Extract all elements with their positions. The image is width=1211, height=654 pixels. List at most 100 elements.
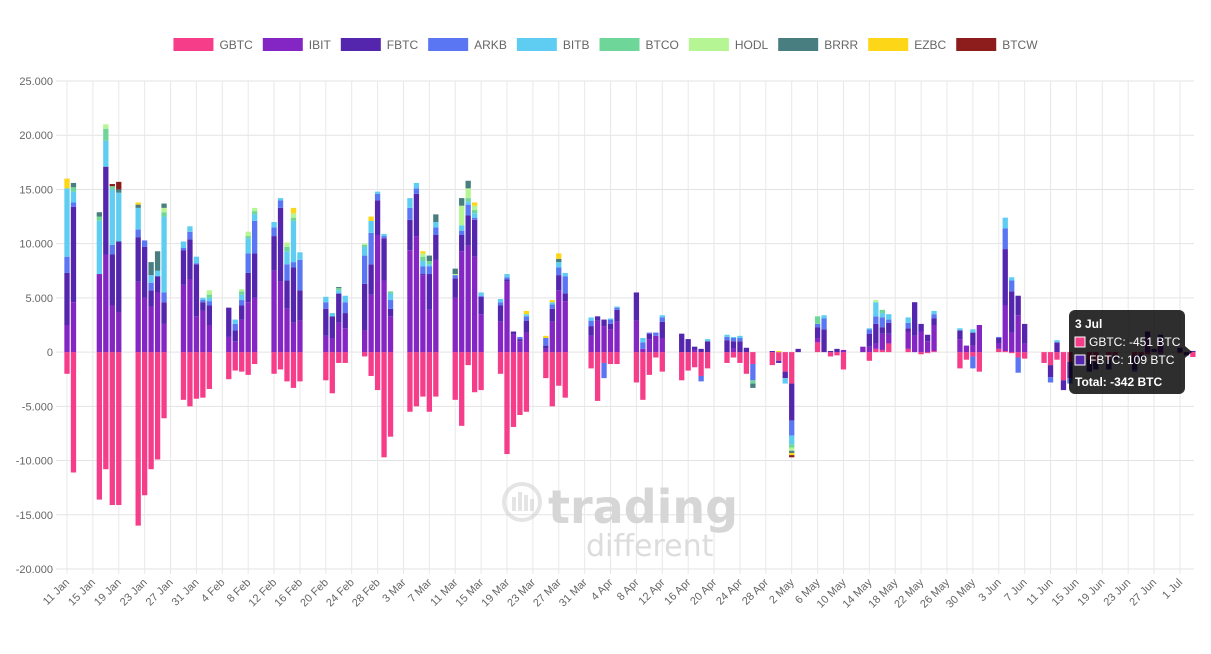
- bar-ezbc[interactable]: [368, 216, 374, 221]
- bar-arkb[interactable]: [821, 318, 827, 330]
- bar-ezbc[interactable]: [64, 178, 70, 189]
- bar-gbtc[interactable]: [724, 352, 730, 363]
- bar-fbtc[interactable]: [918, 323, 924, 332]
- legend-swatch-btcw[interactable]: [956, 38, 997, 51]
- bar-brrr[interactable]: [336, 287, 342, 289]
- bar-btco[interactable]: [471, 210, 478, 214]
- bar-ibit[interactable]: [601, 326, 607, 353]
- bar-fbtc[interactable]: [679, 333, 685, 353]
- bar-fbtc[interactable]: [381, 238, 387, 281]
- bar-bitb[interactable]: [640, 338, 646, 343]
- bar-arkb[interactable]: [1047, 377, 1054, 383]
- bar-arkb[interactable]: [996, 336, 1002, 339]
- bar-gbtc[interactable]: [976, 352, 983, 372]
- bar-arkb[interactable]: [407, 207, 413, 220]
- bar-fbtc[interactable]: [743, 347, 750, 353]
- bar-ibit[interactable]: [478, 314, 484, 353]
- bar-ibit[interactable]: [905, 331, 911, 349]
- bar-hodl[interactable]: [361, 243, 368, 245]
- bar-brrr[interactable]: [789, 450, 795, 453]
- bar-ibit[interactable]: [459, 251, 465, 353]
- bar-bitb[interactable]: [873, 302, 879, 317]
- bar-gbtc[interactable]: [782, 352, 788, 372]
- bar-gbtc[interactable]: [640, 352, 646, 400]
- bar-brrr[interactable]: [116, 189, 122, 193]
- bar-brrr[interactable]: [148, 262, 154, 276]
- bar-fbtc[interactable]: [70, 206, 77, 303]
- legend-swatch-ezbc[interactable]: [868, 38, 909, 51]
- bar-gbtc[interactable]: [685, 352, 691, 371]
- bar-ibit[interactable]: [193, 316, 200, 353]
- bar-gbtc[interactable]: [116, 352, 122, 506]
- bar-arkb[interactable]: [601, 362, 607, 379]
- bar-fbtc[interactable]: [1021, 323, 1028, 344]
- bar-fbtc[interactable]: [109, 254, 115, 306]
- bar-gbtc[interactable]: [556, 352, 562, 386]
- bar-bitb[interactable]: [1054, 340, 1060, 343]
- bar-gbtc[interactable]: [1015, 352, 1021, 358]
- bar-btcw[interactable]: [109, 184, 115, 187]
- bar-fbtc[interactable]: [1015, 295, 1021, 316]
- bar-ezbc[interactable]: [789, 452, 795, 456]
- bar-gbtc[interactable]: [297, 352, 303, 382]
- bar-bitb[interactable]: [433, 221, 439, 228]
- legend-label-bitb[interactable]: BITB: [563, 38, 590, 52]
- bar-brrr[interactable]: [426, 255, 433, 262]
- bar-bitb[interactable]: [290, 220, 297, 263]
- bar-ibit[interactable]: [866, 346, 873, 353]
- bar-gbtc[interactable]: [70, 352, 77, 473]
- bar-bitb[interactable]: [471, 213, 478, 218]
- bar-arkb[interactable]: [426, 266, 433, 275]
- bar-arkb[interactable]: [879, 317, 885, 328]
- bar-ibit[interactable]: [154, 292, 161, 353]
- bar-ibit[interactable]: [691, 349, 698, 353]
- bar-bitb[interactable]: [116, 192, 122, 242]
- bar-bitb[interactable]: [782, 378, 788, 384]
- bar-bitb[interactable]: [497, 298, 504, 303]
- bar-fbtc[interactable]: [698, 348, 704, 353]
- bar-hodl[interactable]: [239, 289, 245, 292]
- bar-arkb[interactable]: [297, 259, 303, 291]
- bar-fbtc[interactable]: [549, 308, 555, 322]
- legend-swatch-hodl[interactable]: [688, 38, 729, 51]
- bar-gbtc[interactable]: [413, 352, 420, 407]
- bar-fbtc[interactable]: [271, 236, 277, 271]
- bar-gbtc[interactable]: [329, 352, 335, 394]
- bar-arkb[interactable]: [187, 231, 193, 240]
- bar-fbtc[interactable]: [510, 331, 517, 335]
- bar-ezbc[interactable]: [549, 300, 555, 303]
- bar-gbtc[interactable]: [374, 352, 381, 391]
- bar-fbtc[interactable]: [543, 345, 549, 349]
- bar-ibit[interactable]: [342, 328, 348, 353]
- bar-ibit[interactable]: [452, 297, 458, 353]
- bar-fbtc[interactable]: [245, 272, 251, 303]
- bar-gbtc[interactable]: [931, 351, 937, 353]
- bar-btco[interactable]: [161, 212, 167, 217]
- bar-hodl[interactable]: [873, 300, 879, 303]
- bar-arkb[interactable]: [556, 267, 562, 276]
- bar-gbtc[interactable]: [970, 352, 976, 357]
- bar-ibit[interactable]: [239, 319, 245, 353]
- bar-bitb[interactable]: [957, 328, 963, 331]
- bar-fbtc[interactable]: [239, 305, 245, 320]
- bar-gbtc[interactable]: [769, 352, 775, 366]
- bar-btco[interactable]: [361, 244, 368, 247]
- bar-gbtc[interactable]: [905, 348, 911, 353]
- bar-arkb[interactable]: [452, 275, 458, 279]
- bar-hodl[interactable]: [459, 205, 465, 226]
- bar-ibit[interactable]: [116, 311, 122, 353]
- bar-btco[interactable]: [251, 211, 258, 215]
- bar-fbtc[interactable]: [459, 234, 465, 252]
- bar-bitb[interactable]: [737, 335, 743, 339]
- bar-arkb[interactable]: [459, 230, 465, 235]
- bar-fbtc[interactable]: [517, 339, 523, 342]
- bar-btco[interactable]: [420, 256, 426, 262]
- bar-gbtc[interactable]: [387, 352, 394, 437]
- bar-gbtc[interactable]: [659, 352, 665, 372]
- bar-bitb[interactable]: [206, 297, 213, 302]
- bar-arkb[interactable]: [724, 336, 730, 341]
- bar-bitb[interactable]: [459, 225, 465, 231]
- bar-arkb[interactable]: [381, 236, 387, 239]
- bar-fbtc[interactable]: [691, 346, 698, 350]
- bar-gbtc[interactable]: [290, 352, 297, 388]
